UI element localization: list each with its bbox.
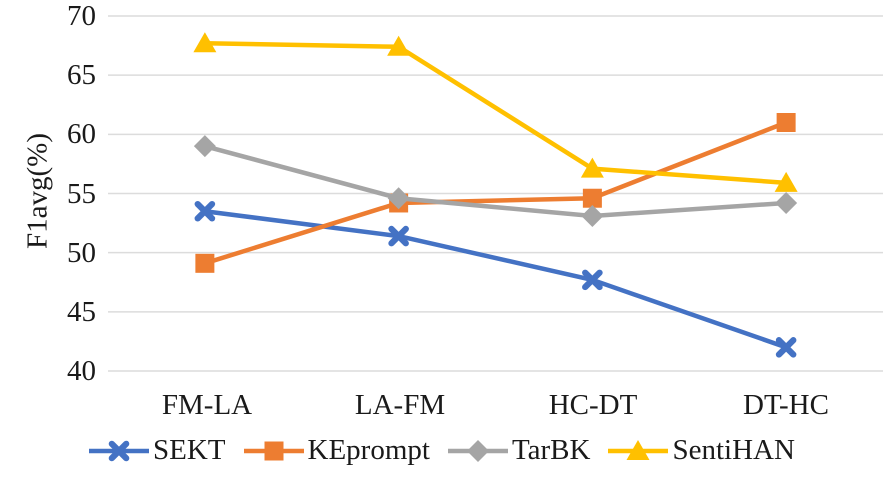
y-tick-label: 55 (67, 178, 96, 210)
series-line-keprompt (204, 120, 787, 266)
chart-legend: SEKT KEprompt TarBK SentiHAN (88, 434, 795, 467)
legend-label: SEKT (153, 434, 226, 466)
keprompt-line-marker-icon (243, 441, 304, 460)
legend-label: TarBK (511, 434, 591, 466)
sentihan-line-marker-icon (608, 439, 669, 460)
series-line-sekt (204, 209, 787, 350)
y-tick-label: 40 (67, 355, 96, 387)
x-tick-label: FM-LA (161, 389, 253, 421)
series-line-tarbk (204, 143, 787, 219)
legend-label: KEprompt (307, 434, 430, 466)
tarbk-line-marker-icon (447, 439, 508, 462)
x-tick-label: DT-HC (743, 389, 829, 421)
legend-label: SentiHAN (672, 434, 795, 466)
legend-item-sentihan: SentiHAN (607, 434, 795, 467)
x-tick-label: LA-FM (354, 389, 446, 421)
legend-item-keprompt: KEprompt (243, 434, 430, 467)
y-tick-label: 70 (67, 0, 96, 32)
legend-item-tarbk: TarBK (447, 434, 591, 467)
y-tick-label: 50 (67, 237, 96, 269)
y-tick-label: 60 (67, 118, 96, 150)
x-tick-label: HC-DT (548, 389, 638, 421)
series-line-sentihan (204, 40, 787, 186)
y-tick-label: 45 (67, 296, 96, 328)
legend-item-sekt: SEKT (88, 434, 226, 467)
sekt-line-marker-icon (89, 440, 149, 461)
y-tick-label: 65 (67, 59, 96, 91)
